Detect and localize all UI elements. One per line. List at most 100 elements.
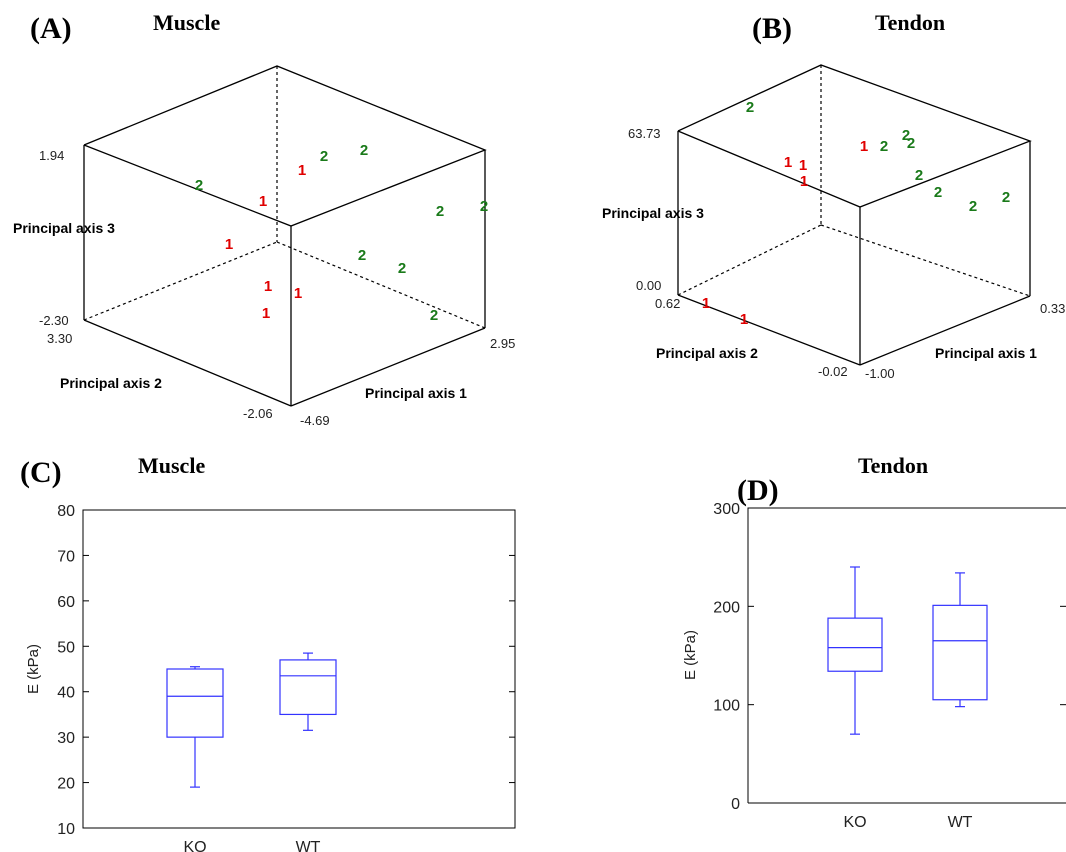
panel-d-x-axis: KO WT <box>843 814 972 831</box>
scatter-point-1: 1 <box>294 285 302 302</box>
panel-a-z-label: Principal axis 3 <box>13 220 115 236</box>
panel-c-x-axis: KO WT <box>183 839 320 852</box>
panel-a-edge-bottom-right <box>290 327 486 407</box>
panel-a-edge-back-right <box>276 241 486 329</box>
scatter-point-2: 2 <box>398 260 406 277</box>
scatter-point-2: 2 <box>934 184 942 201</box>
category-label: KO <box>183 839 206 852</box>
panel-a-y-min: -2.06 <box>243 406 273 421</box>
panel-a-x-label: Principal axis 1 <box>365 385 467 401</box>
panel-d-y-axis: 0 100 200 300 <box>713 501 1066 813</box>
panel-a-edge-back-left <box>83 241 278 321</box>
y-tick-label: 20 <box>57 776 75 793</box>
box-iqr-wt <box>279 659 337 716</box>
panel-a-top-face <box>83 65 487 227</box>
scatter-point-2: 2 <box>430 307 438 324</box>
y-tick-label: 10 <box>57 821 75 838</box>
scatter-point-2: 2 <box>358 247 366 264</box>
box-iqr-wt <box>932 604 988 701</box>
panel-c-y-axis: 10 20 30 40 50 60 70 80 <box>57 503 515 838</box>
panel-d: (D) Tendon 0 100 200 300 E (kPa) KO WT <box>682 453 1066 831</box>
panel-b-hidden-edges <box>677 65 1031 297</box>
scatter-point-1: 1 <box>702 295 710 312</box>
panel-c-letter: (C) <box>20 456 62 489</box>
scatter-point-2: 2 <box>1002 189 1010 206</box>
panel-a-box-frame <box>83 65 487 407</box>
scatter-point-1: 1 <box>860 138 868 155</box>
panel-b-edge-back-left <box>677 224 822 296</box>
panel-b-z-max: 63.73 <box>628 126 661 141</box>
panel-b-x-max: 0.33 <box>1040 301 1065 316</box>
box-iqr-ko <box>166 668 224 738</box>
panel-b-x-label: Principal axis 1 <box>935 345 1037 361</box>
y-tick-label: 60 <box>57 594 75 611</box>
panel-a-hidden-edges <box>83 66 486 329</box>
scatter-point-2: 2 <box>480 198 488 215</box>
scatter-point-1: 1 <box>799 157 807 174</box>
panel-b-z-min: 0.00 <box>636 278 661 293</box>
panel-a-y-label: Principal axis 2 <box>60 375 162 391</box>
scatter-point-1: 1 <box>225 236 233 253</box>
panel-c-title: Muscle <box>138 453 205 478</box>
panel-b-z-label: Principal axis 3 <box>602 205 704 221</box>
panel-c-boxes <box>166 652 337 788</box>
panel-a-z-max: 1.94 <box>39 148 64 163</box>
panel-a-edge-bottom-left <box>83 319 292 407</box>
panel-c: (C) Muscle 10 20 30 40 50 60 70 80 E (kPa) KO WT <box>20 453 516 852</box>
scatter-point-1: 1 <box>784 154 792 171</box>
panel-a: (A) Muscle 1.94 -2.30 3.30 -2.06 -4.69 2… <box>13 10 515 428</box>
panel-b-edge-bottom-right <box>859 295 1031 366</box>
y-tick-label: 300 <box>713 501 740 518</box>
panel-a-z-min: -2.30 <box>39 313 69 328</box>
panel-b-y-max: 0.62 <box>655 296 680 311</box>
scatter-point-1: 1 <box>740 311 748 328</box>
y-tick-label: 30 <box>57 730 75 747</box>
panel-b-edge-back-right <box>820 224 1031 297</box>
panel-a-y-max: 3.30 <box>47 331 72 346</box>
scatter-point-2: 2 <box>902 127 910 144</box>
panel-b-box-frame <box>677 64 1032 366</box>
y-tick-label: 70 <box>57 548 75 565</box>
panel-a-title: Muscle <box>153 10 220 35</box>
scatter-point-2: 2 <box>746 99 754 116</box>
panel-b-top-face <box>677 64 1032 208</box>
y-tick-label: 0 <box>731 796 740 813</box>
scatter-point-1: 1 <box>298 162 306 179</box>
panel-b-title: Tendon <box>875 10 945 35</box>
panel-b-y-label: Principal axis 2 <box>656 345 758 361</box>
panel-a-letter: (A) <box>30 12 72 45</box>
panel-a-x-min: -4.69 <box>300 413 330 428</box>
scatter-point-1: 1 <box>262 305 270 322</box>
y-tick-label: 50 <box>57 639 75 656</box>
y-tick-label: 40 <box>57 685 75 702</box>
panel-b-y-min: -0.02 <box>818 364 848 379</box>
scatter-point-1: 1 <box>800 173 808 190</box>
panel-a-x-max: 2.95 <box>490 336 515 351</box>
scatter-point-2: 2 <box>915 167 923 184</box>
y-tick-label: 200 <box>713 599 740 616</box>
y-tick-label: 80 <box>57 503 75 520</box>
scatter-point-2: 2 <box>436 203 444 220</box>
box-iqr-ko <box>827 617 883 672</box>
panel-c-y-label: E (kPa) <box>25 644 42 694</box>
scatter-point-2: 2 <box>195 177 203 194</box>
scatter-point-2: 2 <box>360 142 368 159</box>
category-label: KO <box>843 814 866 831</box>
panel-b: (B) Tendon 63.73 0.00 0.62 -0.02 -1.00 0… <box>602 10 1065 381</box>
panel-d-y-label: E (kPa) <box>682 630 699 680</box>
panel-d-plot-frame <box>747 507 1066 804</box>
panel-d-letter: (D) <box>737 474 779 507</box>
panel-d-title: Tendon <box>858 453 928 478</box>
scatter-point-1: 1 <box>264 278 272 295</box>
scatter-point-2: 2 <box>880 138 888 155</box>
panel-b-x-min: -1.00 <box>865 366 895 381</box>
y-tick-label: 100 <box>713 698 740 715</box>
panel-d-boxes <box>827 566 988 735</box>
panel-b-letter: (B) <box>752 12 792 45</box>
scatter-point-1: 1 <box>259 193 267 210</box>
category-label: WT <box>296 839 321 852</box>
category-label: WT <box>948 814 973 831</box>
